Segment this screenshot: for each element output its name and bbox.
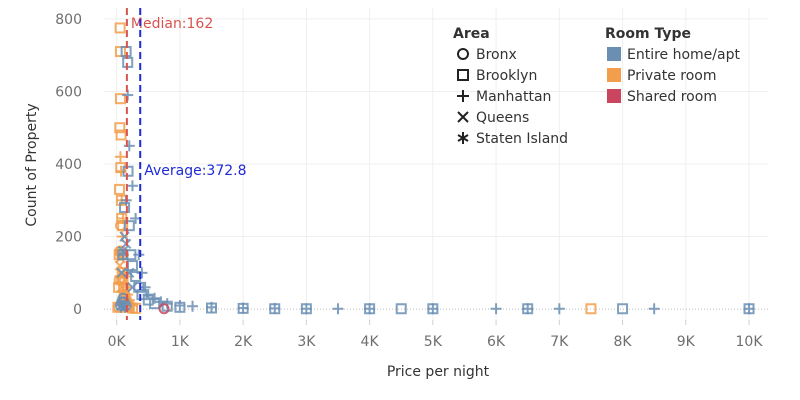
data-point [114,46,126,58]
legend-color-swatch [607,68,621,82]
legend-item-label: Queens [476,110,529,126]
data-point [149,292,161,304]
x-tick-label: 7K [550,334,569,350]
data-point [743,303,755,315]
x-tick-label: 9K [677,334,696,350]
data-point [115,129,127,141]
x-tick-label: 1K [171,334,190,350]
data-point [119,202,131,214]
data-point [490,303,502,315]
data-point [300,303,312,315]
data-point [522,303,534,315]
data-point [116,274,128,286]
legend-item-label: Private room [627,68,716,84]
x-axis-ticks: 0K 1K 2K 3K 4K 5K 6K 7K 8K 9K 10K [108,320,764,350]
y-tick-label: 0 [73,302,82,318]
data-point [115,165,127,177]
y-axis-title: Count of Property [24,103,40,226]
data-point [427,303,439,315]
data-point [123,220,135,232]
legend-shape-icon [457,69,469,81]
data-point [114,151,126,163]
data-point [116,267,127,279]
y-tick-label: 800 [55,12,82,28]
data-point [139,281,151,293]
data-point [364,303,376,315]
y-tick-label: 400 [55,157,82,173]
reference-label: Median:162 [131,16,213,32]
data-point [127,282,138,293]
legend-item-label: Staten Island [476,131,568,147]
legend-shape-icon [457,48,469,60]
data-point [553,303,565,315]
legend-item-label: Brooklyn [476,68,537,84]
legend: Area Bronx Brooklyn Manhattan Queens Staten I… [453,26,740,147]
legend-item-label: Shared room [627,89,717,105]
data-point [142,289,154,301]
legend-title-area: Area [453,26,490,42]
legend-color-swatch [607,47,621,61]
data-point [122,165,134,177]
legend-shape-icon [457,111,469,123]
x-axis-title: Price per night [387,364,490,380]
data-point [136,267,148,279]
x-tick-label: 10K [736,334,764,350]
data-point [123,140,135,152]
grid-lines [104,8,768,320]
legend-item-label: Entire home/apt [627,47,740,63]
legend-item-label: Manhattan [476,89,551,105]
data-point [114,93,126,105]
data-point [332,303,344,315]
data-point [237,302,249,314]
data-point [158,303,170,315]
data-point [133,249,145,261]
legend-shape-icon [457,132,469,144]
data-point [114,22,126,34]
reference-label: Average:372.8 [144,163,246,179]
legend-shape-icon [457,90,469,102]
x-tick-label: 6K [487,334,506,350]
data-point [585,303,597,315]
data-point [174,299,186,311]
y-tick-label: 200 [55,230,82,246]
legend-item-label: Bronx [476,47,517,63]
x-tick-label: 2K [234,334,253,350]
data-point [113,183,125,195]
data-point [206,301,218,313]
data-point [114,122,126,134]
data-point [187,300,199,312]
x-tick-label: 0K [108,334,127,350]
x-tick-label: 8K [614,334,633,350]
reference-lines: Median:162 Average:372.8 [125,8,247,320]
data-point [395,303,407,315]
data-point [617,303,629,315]
legend-color-swatch [607,89,621,103]
x-tick-label: 5K [424,334,443,350]
x-tick-label: 4K [361,334,380,350]
legend-title-room-type: Room Type [605,26,691,42]
data-point [648,303,660,315]
x-tick-label: 3K [297,334,316,350]
data-point [269,302,281,314]
data-point [126,180,138,192]
y-tick-label: 600 [55,84,82,100]
y-axis-ticks: 0 200 400 600 800 [55,12,82,318]
